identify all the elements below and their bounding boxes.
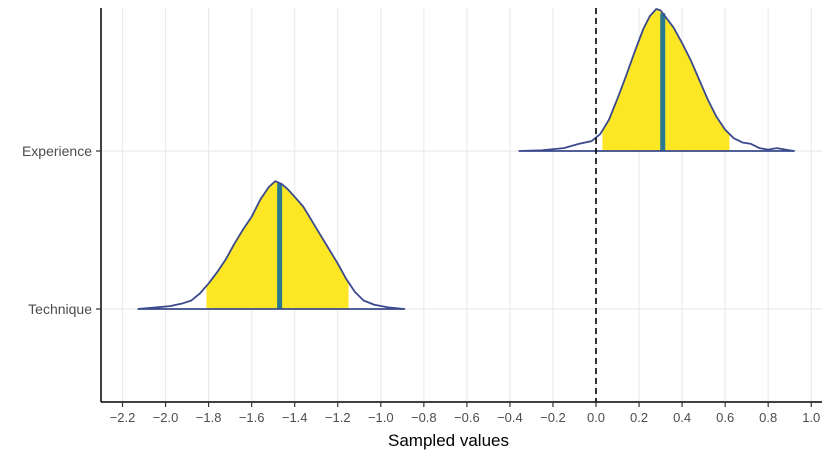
density-areas [137,8,795,310]
x-tick-label: −1.6 [239,410,265,425]
x-tick-label: −0.2 [540,410,566,425]
density-experience [518,8,795,152]
x-tick-label: 0.0 [587,410,605,425]
x-tick-label: −1.2 [325,410,351,425]
x-tick-label: −0.4 [497,410,523,425]
x-tick-label: −0.6 [454,410,480,425]
x-tick-label: −0.8 [411,410,437,425]
x-tick-label: −2.0 [153,410,179,425]
x-tick-label: −1.0 [368,410,394,425]
vertical-gridlines [121,8,812,402]
x-tick-label: 1.0 [802,410,820,425]
x-tick-label: 0.8 [759,410,777,425]
x-tick-label: 0.2 [630,410,648,425]
x-tick-label: 0.4 [673,410,691,425]
x-axis-ticks: −2.2 −2.0 −1.8 −1.6 −1.4 −1.2 −1.0 −0.8 −0.6 −0.4… [110,402,820,425]
axes [100,8,822,403]
density-technique [137,180,406,310]
y-category-label: Experience [22,143,92,159]
credible-interval-area [602,9,730,152]
x-tick-label: −1.4 [282,410,308,425]
y-category-label: Technique [28,301,92,317]
x-tick-label: 0.6 [716,410,734,425]
density-outline [518,8,795,152]
x-axis-title: Sampled values [388,431,509,450]
x-tick-label: −2.2 [110,410,136,425]
y-axis-ticks: Experience Technique [22,143,101,317]
density-outline [137,180,406,310]
x-tick-label: −1.8 [196,410,222,425]
